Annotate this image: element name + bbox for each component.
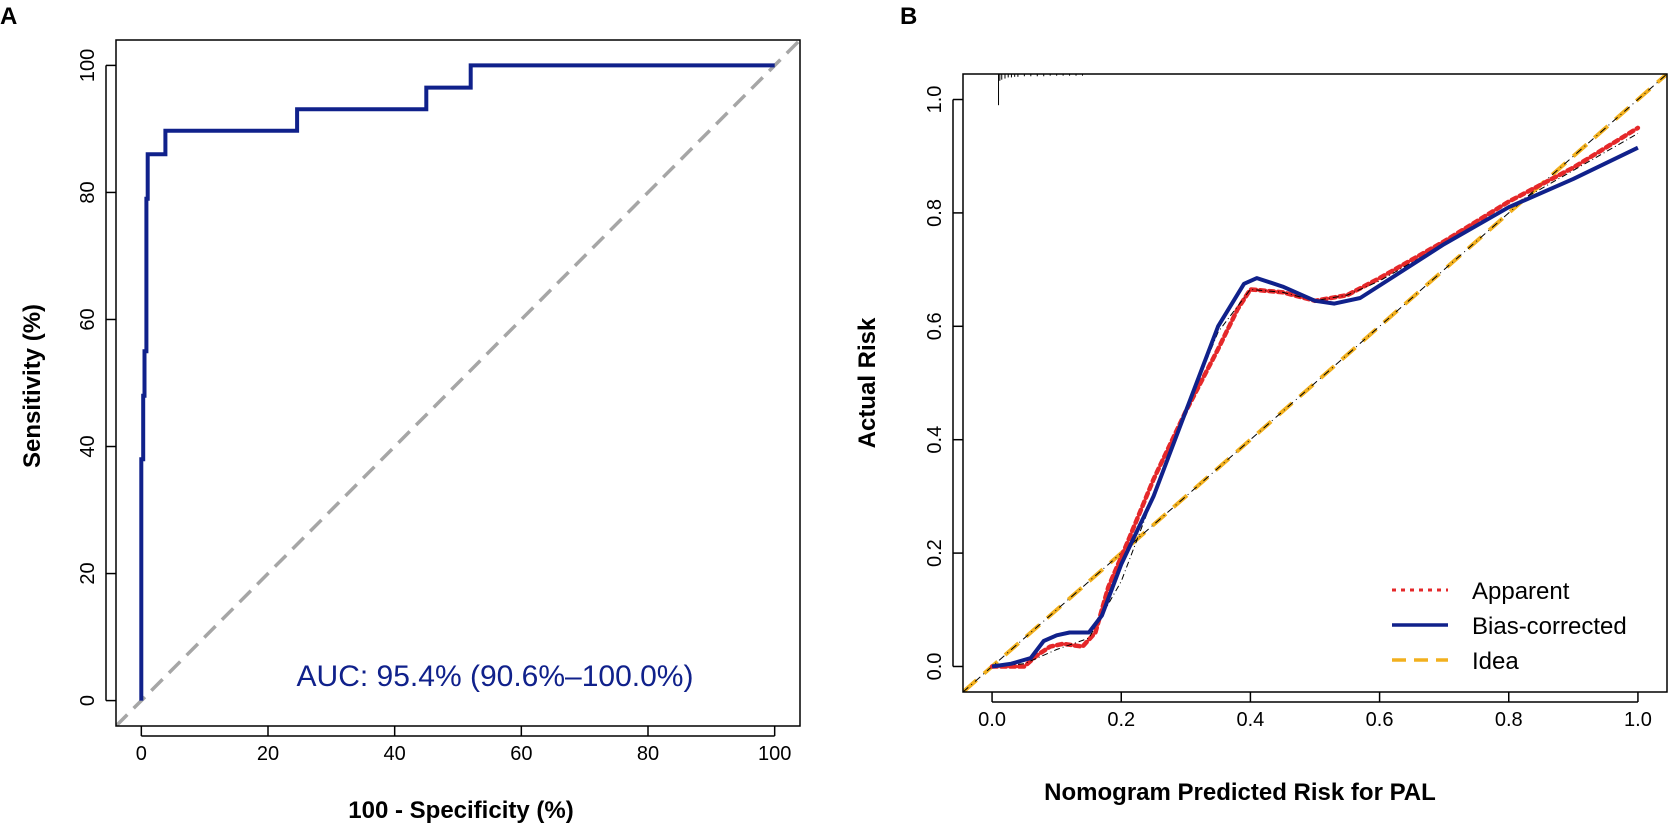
calibration-x-tick-label: 0.4: [1237, 709, 1265, 731]
roc-y-tick-label: 100: [77, 49, 99, 82]
calibration-x-tick-label: 0.8: [1495, 709, 1523, 731]
calibration-y-tick-label: 0.2: [924, 539, 946, 567]
roc-curve: [139, 63, 775, 701]
calibration-series: [963, 74, 1667, 692]
roc-reference-diagonal: [116, 40, 800, 726]
roc-y-tick-label: 20: [77, 562, 99, 584]
calibration-rug: [998, 74, 1083, 106]
roc-x-tick-label: 20: [257, 743, 279, 765]
calibration-x-tick-label: 0.2: [1107, 709, 1135, 731]
ideal-line: [963, 74, 1667, 692]
calibration-legend: Apparent Bias-corrected Idea: [1392, 578, 1627, 675]
calibration-y-tick-label: 0.8: [924, 199, 946, 227]
roc-y-tick-label: 0: [77, 695, 99, 706]
roc-x-tick-label: 100: [758, 743, 791, 765]
calibration-x-tick-label: 0.6: [1366, 709, 1394, 731]
legend-label-apparent: Apparent: [1472, 578, 1570, 605]
roc-chart: 0 20 40 60 80 100 0 20 40 60 80 100 AUC: 95.4% (90.…: [19, 39, 801, 824]
calibration-axes: 0.0 0.2 0.4 0.6 0.8 1.0 0.0 0.2 0.4 0.6 0.8 1.0: [924, 86, 1652, 731]
auc-annotation: AUC: 95.4% (90.6%–100.0%): [297, 660, 694, 693]
calibration-y-tick-label: 0.0: [924, 653, 946, 681]
apparent-curve: [989, 125, 1641, 669]
roc-plot-frame: [115, 39, 801, 727]
calibration-x-tick-label: 1.0: [1624, 709, 1652, 731]
legend-label-idea: Idea: [1472, 648, 1519, 675]
roc-x-tick-label: 60: [510, 743, 532, 765]
roc-y-axis-title: Sensitivity (%): [19, 304, 46, 468]
legend-label-bias-corrected: Bias-corrected: [1472, 613, 1627, 640]
bias-corrected-curve: [991, 145, 1639, 669]
roc-series: [116, 40, 800, 726]
calibration-chart: 0.0 0.2 0.4 0.6 0.8 1.0 0.0 0.2 0.4 0.6 0.8 1.0 Nom…: [854, 73, 1668, 806]
roc-x-tick-label: 80: [637, 743, 659, 765]
calibration-y-tick-label: 1.0: [924, 86, 946, 114]
roc-y-tick-label: 80: [77, 181, 99, 203]
roc-x-tick-label: 0: [136, 743, 147, 765]
calibration-y-tick-label: 0.4: [924, 426, 946, 454]
ideal-reference-dashdot: [963, 74, 1667, 692]
roc-x-tick-label: 40: [384, 743, 406, 765]
roc-y-tick-label: 60: [77, 308, 99, 330]
calibration-y-axis-title: Actual Risk: [854, 317, 881, 448]
roc-axes: 0 20 40 60 80 100 0 20 40 60 80 100: [77, 49, 791, 765]
calibration-x-tick-label: 0.0: [978, 709, 1006, 731]
calibration-x-axis-title: Nomogram Predicted Risk for PAL: [1044, 779, 1436, 806]
panel-label-b: B: [900, 3, 917, 30]
roc-y-tick-label: 40: [77, 435, 99, 457]
calibration-y-tick-label: 0.6: [924, 312, 946, 340]
calibration-plot-frame: [962, 73, 1668, 693]
roc-x-axis-title: 100 - Specificity (%): [348, 797, 573, 824]
panel-label-a: A: [0, 3, 17, 30]
